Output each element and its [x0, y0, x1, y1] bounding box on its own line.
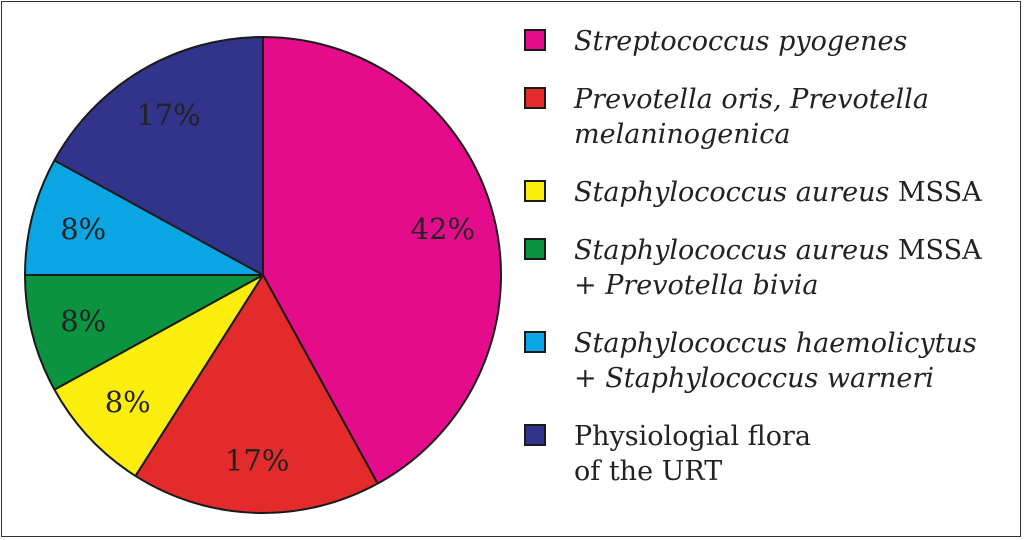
legend-label: Staphylococcus aureus [574, 177, 890, 208]
pie-slice-staphylococcus-aureus-prevotella-bivia [24, 274, 264, 391]
legend-label: Staphylococcus haemolicytus [574, 328, 977, 359]
legend-label: Physiologial flora [574, 421, 811, 452]
pie-chart: 42% 17% 8% 8% 8% 17% [24, 36, 502, 514]
legend-swatch [524, 424, 546, 446]
legend-label: Prevotella oris, Prevotella [574, 84, 929, 115]
legend-item-staphylococcus-aureus-mssa: Staphylococcus aureus MSSA [524, 175, 1020, 210]
slice-percent-label: 17% [225, 444, 289, 478]
legend-swatch [524, 331, 546, 353]
pie-slice-staphylococcus-haemolicytus-warneri [24, 159, 264, 276]
legend-item-streptococcus-pyogenes: Streptococcus pyogenes [524, 24, 1020, 59]
pie-slice-prevotella [134, 274, 379, 514]
slice-percent-label: 8% [105, 385, 151, 419]
legend-swatch [524, 238, 546, 260]
legend-item-physiological-flora: Physiologial flora of the URT [524, 419, 1020, 489]
legend-label-suffix: MSSA [889, 235, 982, 266]
pie-slice-staphylococcus-aureus-mssa [53, 274, 264, 477]
legend-label-line2: melaninogenica [574, 119, 791, 150]
slice-percent-label: 8% [60, 304, 106, 338]
legend-swatch [524, 87, 546, 109]
legend-swatch [524, 29, 546, 51]
legend-label-line2: Prevotella bivia [605, 270, 819, 301]
legend: Streptococcus pyogenes Prevotella oris, … [524, 24, 1020, 489]
slice-percent-label: 17% [136, 98, 200, 132]
legend-item-prevotella: Prevotella oris, Prevotella melaninogeni… [524, 82, 1020, 152]
legend-label: Staphylococcus aureus [574, 235, 890, 266]
legend-item-staphylococcus-aureus-prevotella-bivia: Staphylococcus aureus MSSA + Prevotella … [524, 233, 1020, 303]
legend-swatch [524, 180, 546, 202]
legend-label: Streptococcus pyogenes [574, 26, 908, 57]
legend-label-plus: + [574, 270, 606, 301]
legend-label-suffix: MSSA [889, 177, 982, 208]
legend-item-staphylococcus-haemolicytus-warneri: Staphylococcus haemolicytus + Staphyloco… [524, 326, 1020, 396]
legend-label-plus: + [574, 363, 606, 394]
legend-label-line2: of the URT [574, 456, 723, 487]
slice-percent-label: 42% [411, 212, 475, 246]
legend-label-line2: Staphylococcus warneri [605, 363, 934, 394]
pie-slice-physiological-flora [53, 36, 264, 276]
pie-slice-streptococcus-pyogenes [262, 36, 502, 485]
slice-percent-label: 8% [60, 212, 106, 246]
